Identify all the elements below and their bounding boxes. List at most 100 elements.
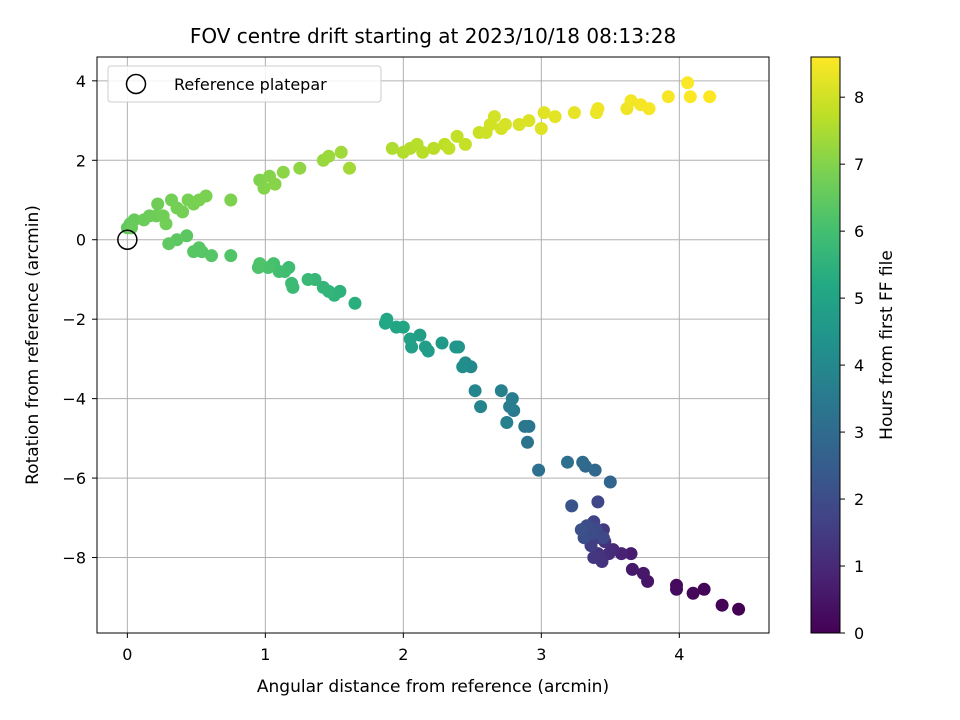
colorbar-tick-label: 2 [854, 490, 864, 509]
legend-reference-marker [125, 73, 147, 95]
data-point [159, 217, 173, 231]
data-point [624, 547, 638, 561]
data-point [661, 90, 675, 104]
data-point [534, 122, 548, 135]
data-point [670, 582, 683, 596]
data-point [151, 197, 165, 211]
data-point [686, 586, 700, 600]
data-point [474, 400, 488, 414]
colorbar-tick-label: 0 [854, 624, 864, 643]
data-point [322, 149, 336, 163]
y-tick-label: −2 [62, 310, 86, 329]
x-tick-label: 0 [122, 645, 132, 664]
x-tick-label: 2 [398, 645, 408, 664]
y-axis-label: Rotation from reference (arcmin) [23, 205, 43, 485]
data-point [565, 499, 579, 513]
colorbar [810, 56, 841, 634]
data-point [125, 221, 138, 235]
data-point [162, 237, 176, 251]
data-point [498, 118, 512, 131]
data-point [591, 102, 605, 116]
plot-frame [96, 56, 770, 634]
colorbar-tick-label: 6 [854, 222, 864, 241]
data-point [500, 416, 514, 429]
data-point [450, 129, 464, 143]
colorbar-tick-label: 3 [854, 423, 864, 442]
data-point [427, 141, 441, 155]
data-point [199, 189, 213, 203]
data-point [403, 332, 417, 346]
y-tick-label: 4 [76, 72, 86, 91]
data-point [293, 161, 307, 175]
data-point [435, 336, 449, 350]
data-point [683, 90, 697, 104]
data-point [343, 161, 356, 175]
data-point [176, 205, 190, 219]
data-point [567, 106, 581, 120]
scatter-points [120, 76, 746, 616]
data-point [521, 435, 534, 449]
data-point [697, 582, 711, 596]
data-point [268, 177, 282, 191]
y-tick-label: −8 [62, 549, 86, 568]
data-point [316, 280, 330, 294]
data-point [276, 165, 290, 179]
data-point [537, 106, 551, 120]
data-point [449, 340, 463, 354]
colorbar-tick-label: 8 [854, 88, 864, 107]
data-point [522, 114, 536, 128]
legend-box [107, 65, 382, 103]
data-point [732, 602, 746, 616]
x-tick-label: 3 [536, 645, 546, 664]
y-tick-label: 2 [76, 151, 86, 170]
data-point [642, 102, 656, 116]
colorbar-tick-label: 7 [854, 155, 864, 174]
colorbar-label: Hours from first FF file [877, 250, 897, 440]
data-point [468, 384, 482, 398]
data-point [334, 145, 348, 159]
data-point [285, 276, 299, 290]
data-point [418, 340, 432, 354]
data-point [574, 523, 588, 537]
data-point [348, 296, 362, 310]
data-point [224, 193, 238, 207]
colorbar-tick-label: 1 [854, 557, 864, 576]
data-point [587, 551, 601, 564]
y-tick-label: 0 [76, 231, 86, 250]
data-point [253, 257, 267, 271]
legend: Reference platepar [107, 65, 382, 103]
y-tick-label: −4 [62, 390, 86, 409]
colorbar-tick-label: 4 [854, 356, 864, 375]
data-point [257, 181, 271, 195]
data-point [487, 110, 501, 124]
colorbar-ticks: 0 1 2 3 4 5 6 7 8 [840, 88, 864, 643]
data-point [224, 249, 238, 263]
colorbar-tick-label: 5 [854, 289, 864, 308]
x-axis-ticks: 0 1 2 3 4 [122, 633, 684, 664]
data-point [416, 145, 430, 159]
data-point [494, 384, 508, 398]
data-point [576, 455, 590, 469]
data-point [561, 455, 574, 469]
data-point [503, 400, 517, 414]
data-point [591, 495, 605, 509]
y-axis-ticks: −8 −6 −4 −2 0 2 4 [62, 72, 97, 568]
data-point [187, 245, 201, 259]
legend-entry-reference: Reference platepar [174, 75, 327, 94]
y-tick-label: −6 [62, 469, 86, 488]
data-point [532, 463, 546, 477]
data-point [442, 141, 456, 155]
x-tick-label: 1 [260, 645, 270, 664]
data-point [548, 110, 562, 124]
data-point [458, 137, 472, 151]
x-axis-label: Angular distance from reference (arcmin) [257, 677, 609, 697]
data-point [378, 316, 392, 330]
data-point [518, 419, 532, 433]
data-point [681, 76, 695, 90]
data-point [625, 562, 639, 576]
data-point [385, 141, 399, 155]
data-point [603, 475, 617, 489]
data-point [389, 320, 403, 334]
